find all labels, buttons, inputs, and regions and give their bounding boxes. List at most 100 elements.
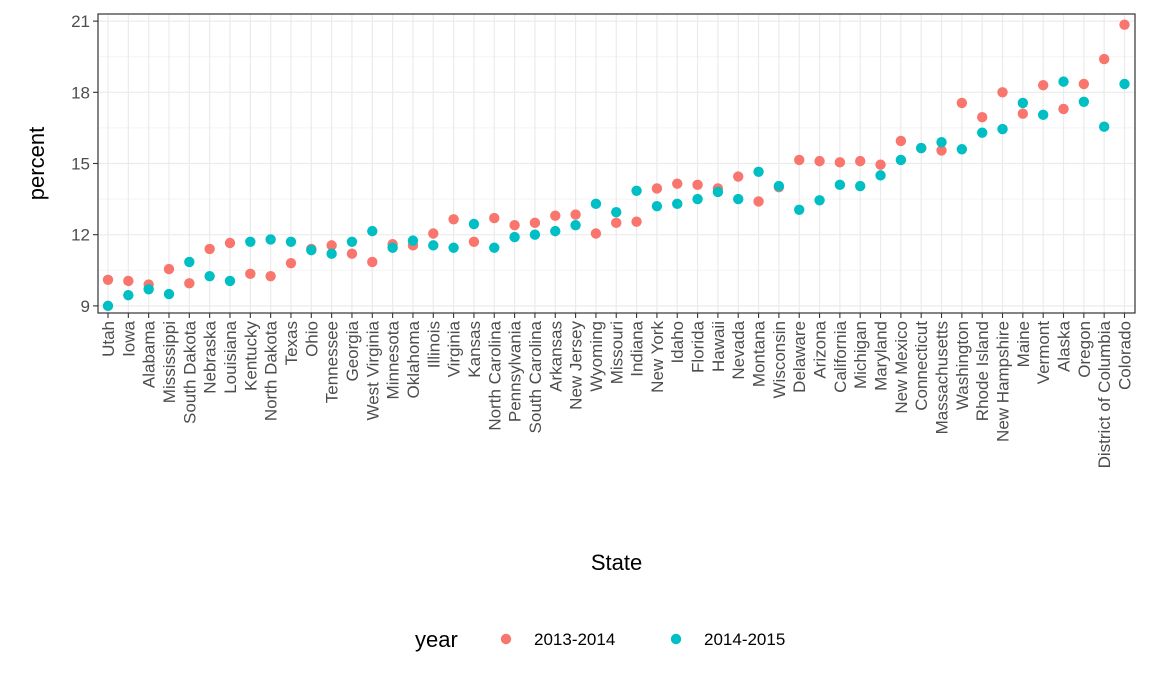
data-point	[529, 229, 541, 240]
data-point	[102, 274, 114, 285]
x-tick-label: Kentucky	[241, 321, 260, 391]
data-point	[1119, 78, 1130, 90]
legend-label: 2014-2015	[704, 630, 785, 649]
data-point	[631, 185, 642, 196]
data-point	[285, 257, 297, 269]
x-tick-label: Missouri	[607, 321, 626, 384]
data-point	[1078, 78, 1090, 90]
x-tick-label: Hawaii	[709, 321, 728, 372]
data-point	[611, 217, 622, 229]
data-point	[1058, 76, 1069, 87]
data-point	[855, 155, 866, 167]
data-point	[448, 242, 459, 253]
data-point	[814, 155, 825, 167]
data-point	[936, 145, 947, 156]
data-point	[692, 179, 703, 191]
data-point	[1078, 96, 1090, 108]
x-tick-label: Mississippi	[160, 321, 179, 403]
data-point	[346, 236, 358, 248]
x-tick-label: Indiana	[628, 320, 647, 376]
data-point	[265, 234, 276, 245]
data-point	[204, 271, 215, 282]
data-point	[550, 210, 561, 221]
x-tick-label: Wyoming	[587, 321, 606, 392]
x-tick-label: South Dakota	[180, 320, 199, 424]
y-tick-labels: 9 12 15 18 21	[71, 12, 90, 316]
data-point	[143, 284, 154, 295]
x-tick-label: Ohio	[302, 321, 321, 357]
data-point	[1058, 103, 1069, 115]
data-point	[184, 256, 195, 268]
x-tick-label: Oregon	[1075, 321, 1094, 378]
data-point	[956, 97, 968, 109]
data-point	[387, 242, 398, 253]
data-point	[509, 219, 520, 231]
data-point	[834, 179, 846, 191]
x-tick-label: South Carolina	[526, 320, 545, 433]
data-point	[590, 198, 602, 210]
x-tick-label: California	[831, 320, 850, 392]
axis-ticks	[93, 20, 1126, 318]
data-point	[326, 240, 337, 251]
data-point	[163, 288, 175, 300]
x-tick-label: Colorado	[1116, 321, 1135, 390]
x-tick-label: Kansas	[465, 321, 484, 378]
x-tick-label: Georgia	[343, 320, 362, 381]
data-point	[489, 242, 500, 253]
x-tick-label: Washington	[953, 321, 972, 410]
data-point	[794, 204, 805, 215]
data-point	[509, 231, 520, 243]
data-point	[468, 236, 480, 248]
data-point	[976, 112, 988, 123]
data-point	[1119, 19, 1130, 30]
data-points	[102, 19, 1130, 312]
data-point	[428, 240, 439, 251]
data-point	[692, 193, 703, 205]
y-axis-title: percent	[24, 127, 49, 200]
data-point	[346, 248, 358, 259]
data-point	[672, 178, 683, 189]
data-point	[1017, 97, 1029, 109]
x-tick-label: Montana	[750, 320, 769, 387]
data-point	[753, 166, 764, 178]
x-tick-label: New Jersey	[567, 321, 586, 410]
x-tick-label: Arkansas	[546, 321, 565, 392]
data-point	[224, 275, 236, 287]
data-point	[611, 206, 622, 218]
x-tick-label: Utah	[99, 321, 118, 357]
major-gridlines	[98, 14, 1135, 313]
x-tick-label: New York	[648, 321, 667, 393]
data-point	[753, 196, 764, 207]
data-point	[204, 243, 215, 255]
data-point	[956, 144, 968, 155]
data-point	[875, 159, 886, 170]
data-point	[712, 186, 724, 198]
legend-key	[670, 633, 682, 645]
y-tick-label: 21	[71, 12, 90, 31]
data-point	[570, 209, 581, 220]
x-tick-label: Nevada	[729, 320, 748, 379]
x-tick-label: Oklahoma	[404, 320, 423, 398]
x-tick-label: Alaska	[1055, 320, 1074, 372]
data-point	[265, 271, 276, 282]
x-tick-label: Maine	[1014, 321, 1033, 367]
data-point	[976, 127, 988, 138]
data-point	[550, 225, 561, 237]
x-tick-label: Rhode Island	[973, 321, 992, 421]
data-point	[895, 154, 907, 166]
data-point	[224, 237, 236, 249]
data-point	[367, 225, 378, 237]
x-tick-label: West Virginia	[363, 320, 382, 420]
data-point	[1098, 121, 1110, 132]
x-tick-label: Nebraska	[201, 320, 220, 393]
x-tick-label: Wisconsin	[770, 321, 789, 398]
data-point	[936, 136, 947, 148]
data-point	[814, 195, 825, 206]
data-point	[733, 171, 744, 182]
data-point	[875, 170, 886, 181]
x-tick-label: Florida	[689, 320, 708, 373]
data-point	[733, 193, 744, 205]
data-point	[651, 201, 663, 212]
data-point	[590, 228, 602, 239]
